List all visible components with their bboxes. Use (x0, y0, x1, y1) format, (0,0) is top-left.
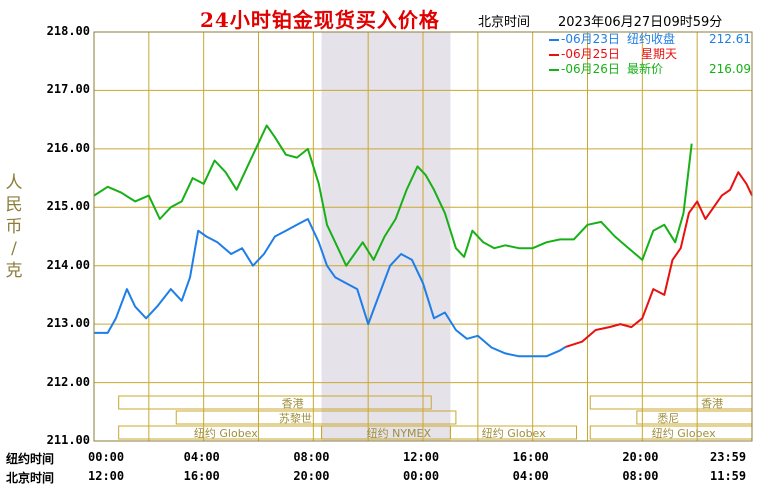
horizontal-gridlines (94, 89, 752, 384)
legend-label: 星期天 (641, 47, 678, 61)
session-box (118, 395, 432, 410)
session-box (636, 410, 753, 425)
series-line-06月23日 (94, 218, 567, 358)
x-tick-label: 04:00 (512, 469, 549, 483)
series-line-06月25日 (565, 171, 753, 348)
session-label: 纽约 Globex (651, 427, 716, 440)
y-tick-label: 216.00 (46, 140, 90, 155)
y-tick-label: 211.00 (46, 433, 90, 447)
newyork-time-row-label: 纽约时间 (6, 452, 55, 466)
y-axis-label: 人 民 币 / 克 (5, 172, 23, 282)
update-timestamp: 2023年06月27日09时59分 (558, 15, 723, 30)
nymex-shaded-band (321, 32, 451, 441)
beijing-time-row-label: 北京时间 (6, 471, 55, 485)
y-tick-label: 215.00 (46, 199, 90, 214)
session-label: 香港 (701, 397, 724, 410)
x-tick-label: 16:00 (512, 450, 549, 464)
y-axis-label-char: 克 (5, 261, 23, 281)
legend-swatch-red (549, 54, 559, 56)
session-box (175, 410, 457, 425)
legend-swatch-green (549, 69, 559, 71)
y-axis-label-char: 币 (5, 217, 23, 237)
x-tick-label: 08:00 (622, 469, 659, 483)
legend: -06月23日 纽约收盘 212.61 -06月25日 星期天 -06月26日 … (549, 32, 753, 77)
x-tick-label: 11:59 (710, 469, 747, 483)
y-tick-label: 214.00 (46, 257, 90, 272)
legend-item-jun25: -06月25日 星期天 (549, 47, 753, 62)
session-label: 苏黎世 (278, 412, 312, 425)
x-tick-label: 00:00 (403, 469, 440, 483)
x-tick-label: 20:00 (622, 450, 659, 464)
session-label: 纽约 NYMEX (366, 427, 432, 440)
legend-date: -06月26日 (561, 62, 620, 76)
y-tick-label: 218.00 (46, 24, 90, 38)
legend-date: -06月25日 (561, 47, 620, 61)
legend-item-jun23: -06月23日 纽约收盘 212.61 (549, 32, 753, 47)
session-box (449, 425, 578, 440)
x-tick-label: 16:00 (183, 469, 220, 483)
legend-item-jun26: -06月26日 最新价 216.09 (549, 62, 753, 77)
x-tick-label: 12:00 (403, 450, 440, 464)
x-tick-label: 20:00 (293, 469, 330, 483)
newyork-time-axis: 00:00 04:00 08:00 12:00 16:00 20:00 23:59 (0, 450, 762, 464)
legend-value: 212.61 (709, 32, 751, 46)
legend-swatch-blue (549, 39, 559, 41)
legend-value: 216.09 (709, 62, 751, 76)
beijing-time-axis: 12:00 16:00 20:00 00:00 04:00 08:00 11:59 (0, 469, 762, 483)
y-axis-label-char: 人 (5, 173, 23, 193)
legend-label: 纽约收盘 (627, 32, 676, 46)
market-session-boxes (118, 395, 753, 440)
legend-label: 最新价 (627, 62, 664, 76)
series-lines (93, 124, 753, 358)
legend-date: -06月23日 (561, 32, 620, 46)
y-axis-label-char: / (11, 239, 17, 259)
x-tick-label: 12:00 (88, 469, 125, 483)
x-tick-label: 23:59 (710, 450, 747, 464)
x-tick-label: 04:00 (183, 450, 220, 464)
vertical-gridlines (148, 32, 698, 441)
timezone-label: 北京时间 (478, 15, 531, 30)
session-box (589, 395, 753, 410)
x-tick-label: 08:00 (293, 450, 330, 464)
session-label: 纽约 Globex (193, 427, 258, 440)
session-label: 悉尼 (657, 412, 680, 425)
plot-frame (93, 31, 753, 442)
session-label: 纽约 Globex (481, 427, 546, 440)
y-tick-label: 212.00 (46, 374, 90, 389)
y-tick-label: 217.00 (46, 82, 90, 97)
x-tick-label: 00:00 (88, 450, 125, 464)
series-line-06月26日 (93, 124, 693, 267)
session-label: 香港 (281, 397, 304, 410)
y-axis-label-char: 民 (5, 195, 23, 215)
y-tick-label: 213.00 (46, 316, 90, 331)
chart-title: 24小时铂金现货买入价格 (200, 8, 440, 32)
